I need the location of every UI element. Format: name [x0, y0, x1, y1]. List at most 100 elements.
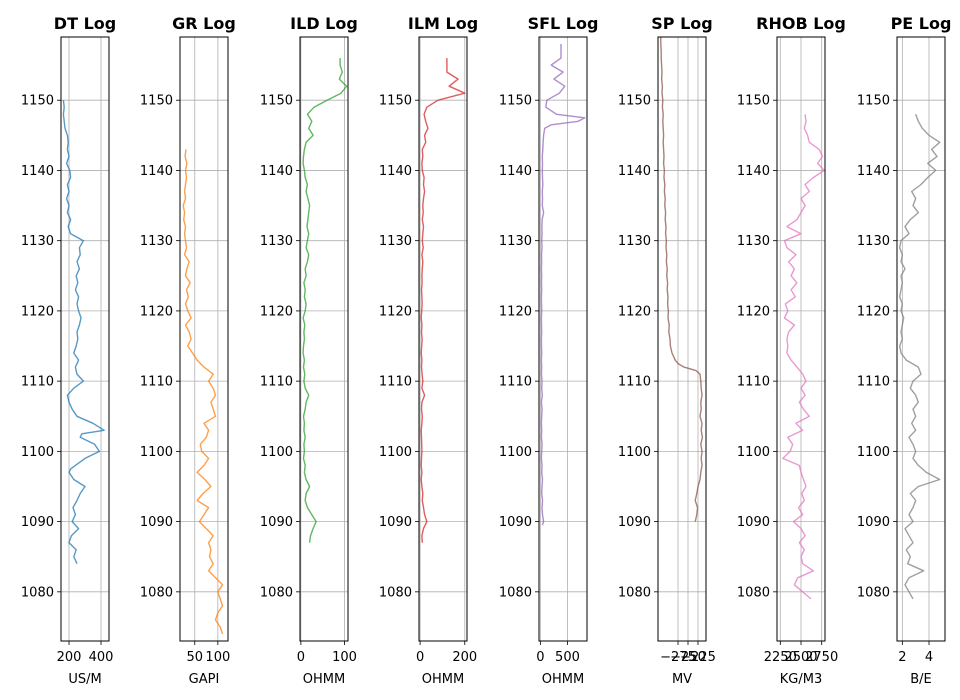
sfl-depth-label: 1120: [499, 304, 532, 319]
dt-depth-label: 1100: [21, 445, 54, 460]
ild-title: ILD Log: [290, 14, 358, 33]
rhob-title: RHOB Log: [756, 14, 846, 33]
gr-depth-label: 1110: [140, 375, 173, 390]
pe-depth-label: 1140: [857, 164, 890, 179]
sp-depth-label: 1110: [618, 375, 651, 390]
dt-depth-label: 1080: [21, 585, 54, 600]
pe-depth-label: 1100: [857, 445, 890, 460]
sp-xtick-label: −275: [660, 650, 696, 665]
dt-depth-label: 1150: [21, 94, 54, 109]
pe-depth-label: 1090: [857, 515, 890, 530]
ild-depth-label: 1130: [260, 234, 293, 249]
ilm-depth-label: 1140: [379, 164, 412, 179]
sp-xtick-label: −250: [670, 650, 706, 665]
sp-frame: [657, 36, 707, 642]
sp-unit-label: MV: [672, 672, 692, 687]
ild-depth-label: 1140: [260, 164, 293, 179]
sfl-unit-label: OHMM: [542, 672, 584, 687]
sfl-xtick-label: 0: [536, 650, 544, 665]
sfl-xtick-label: 500: [555, 650, 580, 665]
gr-frame: [179, 36, 229, 642]
rhob-depth-label: 1120: [737, 304, 770, 319]
sfl-track: 1080 1090 1100 1110 1120 1130 1140 1150 0 500 SFL …: [499, 14, 599, 687]
dt-depth-label: 1120: [21, 304, 54, 319]
ild-track: 1080 1090 1100 1110 1120 1130 1140 1150 0 100 ILD …: [260, 14, 358, 687]
dt-track: 1080 1090 1100 1110 1120 1130 1140 1150 200 400 DT…: [21, 14, 116, 687]
ild-depth-label: 1100: [260, 445, 293, 460]
gr-depth-label: 1130: [140, 234, 173, 249]
rhob-depth-label: 1140: [737, 164, 770, 179]
pe-depth-label: 1130: [857, 234, 890, 249]
ild-depth-label: 1150: [260, 94, 293, 109]
rhob-frame: [776, 36, 826, 642]
pe-unit-label: B/E: [910, 672, 932, 687]
sp-depth-label: 1130: [618, 234, 651, 249]
rhob-depth-label: 1150: [737, 94, 770, 109]
ilm-depth-label: 1150: [379, 94, 412, 109]
ild-xtick-label: 100: [332, 650, 357, 665]
ild-curve: [302, 58, 348, 543]
pe-depth-label: 1150: [857, 94, 890, 109]
sfl-frame: [538, 36, 588, 642]
ilm-curve: [420, 58, 466, 543]
dt-frame: [60, 36, 110, 642]
ilm-xtick-label: 200: [452, 650, 477, 665]
rhob-xtick-label: 2250: [764, 650, 797, 665]
rhob-depth-label: 1080: [737, 585, 770, 600]
ild-depth-label: 1120: [260, 304, 293, 319]
rhob-depth-label: 1100: [737, 445, 770, 460]
sfl-depth-label: 1150: [499, 94, 532, 109]
sp-depth-label: 1080: [618, 585, 651, 600]
gr-curve: [182, 149, 224, 635]
dt-depth-label: 1140: [21, 164, 54, 179]
dt-xtick-label: 200: [57, 650, 82, 665]
pe-depth-label: 1120: [857, 304, 890, 319]
dt-depth-label: 1110: [21, 375, 54, 390]
ilm-depth-label: 1130: [379, 234, 412, 249]
gr-depth-label: 1150: [140, 94, 173, 109]
ilm-depth-label: 1090: [379, 515, 412, 530]
ilm-track: 1080 1090 1100 1110 1120 1130 1140 1150 0 200 ILM …: [379, 14, 478, 687]
pe-curve: [899, 114, 941, 600]
sp-depth-label: 1150: [618, 94, 651, 109]
sfl-depth-label: 1090: [499, 515, 532, 530]
pe-xtick-label: 2: [898, 650, 906, 665]
rhob-track: 1080 1090 1100 1110 1120 1130 1140 1150 22502500…: [737, 14, 846, 687]
ilm-depth-label: 1080: [379, 585, 412, 600]
pe-frame: [896, 36, 946, 642]
sfl-depth-label: 1140: [499, 164, 532, 179]
sfl-title: SFL Log: [528, 14, 599, 33]
gr-depth-label: 1120: [140, 304, 173, 319]
sfl-depth-label: 1100: [499, 445, 532, 460]
sfl-depth-label: 1110: [499, 375, 532, 390]
ilm-depth-label: 1110: [379, 375, 412, 390]
pe-depth-label: 1110: [857, 375, 890, 390]
gr-track: 1080 1090 1100 1110 1120 1130 1140 1150 50 100 GR …: [140, 14, 236, 687]
ild-depth-label: 1080: [260, 585, 293, 600]
pe-title: PE Log: [891, 14, 952, 33]
ilm-depth-label: 1120: [379, 304, 412, 319]
pe-depth-label: 1080: [857, 585, 890, 600]
gr-unit-label: GAPI: [189, 672, 220, 687]
rhob-xtick-label: 2750: [805, 650, 838, 665]
gr-xtick-label: 50: [186, 650, 203, 665]
pe-xtick-label: 4: [925, 650, 933, 665]
rhob-curve: [782, 114, 825, 600]
dt-depth-label: 1090: [21, 515, 54, 530]
sp-track: 1080 1090 1100 1110 1120 1130 1140 1150 −275−250…: [618, 14, 716, 687]
sp-xtick-label: −225: [680, 650, 716, 665]
ilm-xtick-label: 0: [416, 650, 424, 665]
sfl-depth-label: 1130: [499, 234, 532, 249]
gr-depth-label: 1080: [140, 585, 173, 600]
gr-depth-label: 1140: [140, 164, 173, 179]
sp-title: SP Log: [651, 14, 712, 33]
sp-curve: [660, 37, 704, 522]
dt-unit-label: US/M: [68, 672, 101, 687]
rhob-xtick-label: 2500: [784, 650, 817, 665]
rhob-depth-label: 1090: [737, 515, 770, 530]
ilm-unit-label: OHMM: [422, 672, 464, 687]
pe-track: 1080 1090 1100 1110 1120 1130 1140 1150 2 4 PE Log…: [857, 14, 952, 687]
gr-title: GR Log: [172, 14, 236, 33]
dt-title: DT Log: [54, 14, 116, 33]
